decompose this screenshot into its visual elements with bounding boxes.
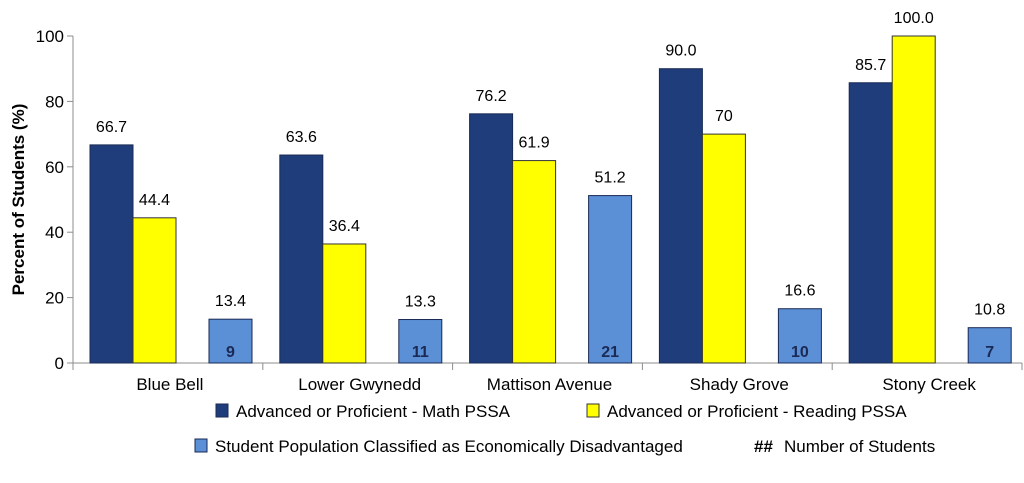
- bar-math: [658, 68, 703, 364]
- data-label: 100.0: [894, 10, 934, 27]
- student-count-label: 10: [791, 344, 809, 361]
- data-label: 44.4: [139, 192, 170, 209]
- bar-math: [848, 82, 893, 364]
- student-count-label: 11: [412, 344, 429, 361]
- y-tick-label: 20: [45, 289, 64, 308]
- bar-econ: [967, 327, 1012, 364]
- legend-swatch: [194, 438, 208, 453]
- bar-reading: [512, 160, 557, 364]
- y-tick-label: 100: [36, 27, 64, 46]
- y-tick-label: 40: [45, 223, 64, 242]
- data-label: 70: [715, 108, 733, 125]
- data-label: 16.6: [784, 283, 815, 300]
- legend: Advanced or Proficient - Math PSSA Advanc…: [194, 402, 935, 456]
- category-label: Lower Gwynedd: [298, 375, 421, 394]
- data-label: 85.7: [855, 57, 886, 74]
- data-label: 63.6: [286, 129, 317, 146]
- bar-econ: [398, 319, 443, 364]
- legend-swatch: [215, 403, 229, 418]
- data-label: 61.9: [519, 135, 550, 152]
- data-label: 36.4: [329, 218, 360, 235]
- student-count-label: 9: [226, 344, 235, 361]
- student-count-label: 21: [601, 344, 619, 361]
- bar-econ: [777, 308, 822, 364]
- legend-label: Advanced or Proficient - Reading PSSA: [607, 402, 907, 421]
- data-label: 90.0: [665, 43, 696, 60]
- bar-reading: [891, 35, 936, 364]
- category-label: Blue Bell: [136, 375, 203, 394]
- axes: 0 20 40 60 80 100 Percent of Students (%) Blue …: [9, 27, 1023, 394]
- bar-econ: [208, 318, 253, 364]
- bar-math: [89, 144, 134, 364]
- data-label: 51.2: [595, 170, 626, 187]
- data-label: 66.7: [96, 119, 127, 136]
- bar-math: [279, 154, 324, 364]
- bar-reading: [322, 243, 367, 364]
- data-label: 13.4: [215, 293, 246, 310]
- category-label: Mattison Avenue: [487, 375, 612, 394]
- bar-reading: [132, 217, 177, 364]
- y-axis-label: Percent of Students (%): [9, 104, 28, 296]
- data-label: 13.3: [405, 294, 436, 311]
- bar-reading: [701, 133, 746, 364]
- legend-label: Student Population Classified as Economi…: [215, 437, 683, 456]
- bars: [89, 35, 1012, 364]
- legend-label: Advanced or Proficient - Math PSSA: [236, 402, 511, 421]
- legend-label: Number of Students: [784, 437, 935, 456]
- bar-econ: [588, 195, 633, 364]
- data-label: 76.2: [476, 88, 507, 105]
- student-count-label: 7: [985, 344, 994, 361]
- category-label: Shady Grove: [690, 375, 789, 394]
- data-label: 10.8: [974, 302, 1005, 319]
- y-tick-label: 80: [45, 92, 64, 111]
- bar-math: [469, 113, 514, 364]
- legend-swatch: [586, 403, 600, 418]
- category-label: Stony Creek: [882, 375, 976, 394]
- data-labels: 66.7 44.4 13.4 9 63.6 36.4 13.3 11 76.2 61.9 51.2 2…: [96, 10, 1005, 361]
- legend-symbol: ##: [754, 437, 773, 456]
- y-tick-label: 0: [55, 354, 64, 373]
- y-tick-label: 60: [45, 158, 64, 177]
